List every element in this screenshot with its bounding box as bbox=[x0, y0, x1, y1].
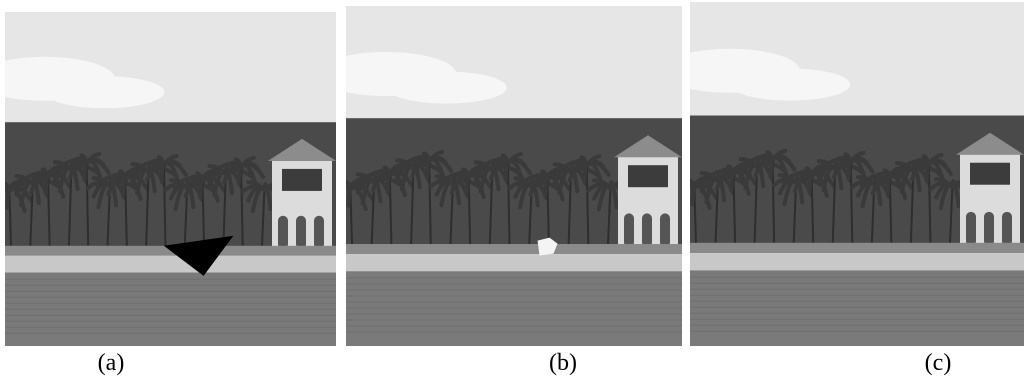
inpaint-artifact bbox=[537, 237, 558, 256]
cloud bbox=[44, 76, 165, 109]
palm-trunk bbox=[693, 187, 697, 243]
water bbox=[346, 271, 682, 346]
panel-c-image bbox=[690, 2, 1024, 346]
building-window bbox=[282, 168, 322, 191]
building-arch bbox=[278, 215, 288, 250]
ground bbox=[690, 242, 1024, 254]
palm-trunk bbox=[8, 190, 12, 246]
palm-trunk bbox=[349, 188, 353, 245]
palm-trunk bbox=[388, 174, 393, 245]
palm-trunk bbox=[810, 175, 815, 243]
panel-b-image bbox=[346, 6, 682, 346]
palm-trunk bbox=[607, 187, 612, 245]
palm-trunk bbox=[162, 164, 167, 246]
palm-frond bbox=[161, 153, 179, 167]
palm-frond bbox=[926, 152, 944, 166]
scene-svg bbox=[690, 2, 1024, 346]
promenade bbox=[346, 254, 682, 272]
palm-group bbox=[346, 150, 641, 245]
water bbox=[690, 270, 1024, 346]
palm-trunk bbox=[428, 160, 432, 245]
building-arch bbox=[314, 215, 324, 250]
ground bbox=[346, 244, 682, 255]
palm-trunk bbox=[124, 178, 128, 246]
palm-trunk bbox=[732, 173, 737, 243]
building-arch bbox=[296, 215, 306, 250]
palm-frond bbox=[84, 151, 102, 165]
palm-trunk bbox=[222, 173, 227, 246]
palm-trunk bbox=[67, 169, 73, 246]
palm-trunk bbox=[85, 162, 90, 246]
palm-trunk bbox=[145, 171, 150, 246]
building-arch bbox=[624, 213, 634, 248]
ground bbox=[5, 245, 336, 256]
palm-frond bbox=[848, 150, 866, 164]
building-arch bbox=[660, 213, 670, 248]
palm-trunk bbox=[927, 163, 932, 243]
palm-trunk bbox=[410, 167, 415, 245]
panel-a-image bbox=[5, 12, 336, 346]
palm-trunk bbox=[488, 169, 494, 245]
palm-frond bbox=[239, 155, 256, 169]
palm-trunk bbox=[831, 168, 837, 243]
palm-trunk bbox=[714, 180, 719, 243]
palm-trunk bbox=[29, 183, 34, 246]
palm-trunk bbox=[585, 164, 590, 245]
building-window bbox=[628, 165, 668, 188]
palm-trunk bbox=[201, 180, 206, 246]
palm-trunk bbox=[546, 178, 550, 245]
building-roof bbox=[614, 135, 682, 158]
panel-b-caption: (b) bbox=[549, 350, 577, 376]
palm-trunk bbox=[467, 176, 472, 245]
building-roof bbox=[268, 138, 336, 161]
promenade bbox=[5, 255, 336, 273]
cloud bbox=[386, 71, 507, 104]
panel-a-caption: (a) bbox=[97, 350, 125, 376]
palm-frond bbox=[505, 152, 523, 165]
promenade bbox=[690, 253, 1024, 271]
panel-c-caption: (c) bbox=[924, 350, 952, 376]
building-roof bbox=[956, 132, 1024, 155]
palm-frond bbox=[770, 148, 788, 162]
scene-svg bbox=[5, 12, 336, 346]
palm-trunk bbox=[240, 166, 244, 246]
palm-trunk bbox=[849, 161, 854, 243]
palm-frond bbox=[584, 154, 602, 167]
scene-svg bbox=[346, 6, 682, 346]
occlusion-triangle bbox=[163, 235, 234, 276]
palm-trunk bbox=[47, 176, 51, 246]
palm-frond bbox=[427, 150, 444, 163]
palm-trunk bbox=[771, 159, 776, 243]
building-window bbox=[970, 162, 1010, 185]
palm-trunk bbox=[949, 186, 954, 243]
palm-trunk bbox=[261, 189, 266, 246]
palm-trunk bbox=[567, 171, 573, 245]
cloud bbox=[730, 68, 851, 101]
palm-trunk bbox=[370, 181, 376, 245]
palm-trunk bbox=[888, 177, 893, 243]
building-arch bbox=[642, 213, 652, 248]
palm-group bbox=[5, 151, 295, 246]
palm-trunk bbox=[909, 170, 915, 243]
building-arch bbox=[966, 211, 976, 247]
palm-group bbox=[690, 148, 983, 243]
palm-trunk bbox=[506, 162, 511, 245]
palm-trunk bbox=[753, 166, 759, 243]
building-arch bbox=[984, 211, 994, 247]
building-arch bbox=[1002, 211, 1012, 247]
